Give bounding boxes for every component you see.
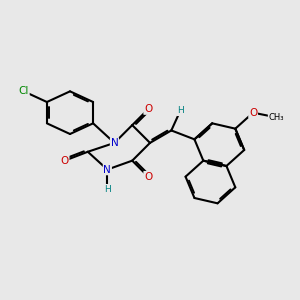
Text: H: H (177, 106, 184, 116)
Text: N: N (111, 138, 118, 148)
Text: O: O (144, 104, 152, 114)
Text: N: N (103, 165, 111, 175)
Text: O: O (249, 108, 257, 118)
Text: O: O (144, 172, 152, 182)
Text: Cl: Cl (19, 86, 29, 96)
Text: CH₃: CH₃ (268, 113, 284, 122)
Text: H: H (104, 184, 111, 194)
Text: O: O (61, 156, 69, 166)
